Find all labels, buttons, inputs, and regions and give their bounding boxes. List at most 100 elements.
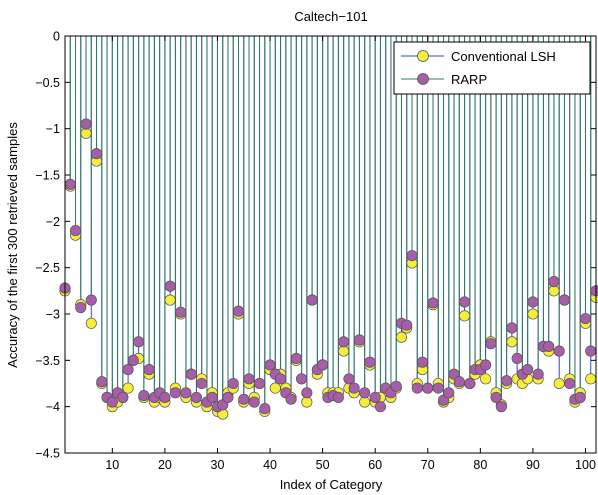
stems-rarp bbox=[64, 36, 597, 409]
point-rarp bbox=[169, 387, 181, 399]
point-rarp bbox=[416, 356, 429, 368]
point-rarp bbox=[96, 376, 108, 388]
point-rarp bbox=[532, 368, 544, 380]
point-rarp bbox=[443, 387, 455, 399]
point-conventional-lsh bbox=[527, 308, 539, 320]
point-conventional-lsh bbox=[459, 310, 471, 322]
point-rarp bbox=[117, 391, 129, 403]
point-rarp bbox=[422, 382, 434, 394]
x-tick-label: 30 bbox=[211, 458, 225, 472]
point-conventional-lsh bbox=[553, 377, 565, 390]
point-rarp bbox=[259, 402, 271, 415]
point-rarp bbox=[501, 375, 513, 387]
point-rarp bbox=[190, 391, 202, 403]
point-rarp bbox=[106, 396, 118, 408]
point-rarp bbox=[590, 285, 598, 297]
point-rarp bbox=[290, 352, 302, 365]
point-rarp bbox=[511, 352, 523, 365]
y-axis-label: Accuracy of the first 300 retrieved samp… bbox=[5, 122, 20, 368]
point-rarp bbox=[127, 354, 139, 366]
point-rarp bbox=[301, 387, 313, 399]
x-axis: 10 20 30 40 50 60 70 80 90 100 bbox=[105, 36, 596, 472]
point-rarp bbox=[80, 118, 92, 130]
x-tick-label: 40 bbox=[263, 458, 277, 472]
point-conventional-lsh bbox=[85, 317, 97, 329]
point-rarp bbox=[90, 148, 103, 160]
point-rarp bbox=[185, 368, 197, 380]
chart-title: Caltech−101 bbox=[294, 9, 367, 24]
point-rarp bbox=[553, 345, 565, 357]
y-tick-label: −4.5 bbox=[35, 447, 60, 461]
x-tick-label: 90 bbox=[526, 458, 540, 472]
point-rarp bbox=[543, 340, 555, 352]
point-rarp bbox=[159, 391, 171, 403]
point-conventional-lsh bbox=[480, 373, 492, 385]
point-conventional-lsh bbox=[338, 345, 350, 357]
y-tick-label: 0 bbox=[53, 30, 60, 44]
point-rarp bbox=[285, 393, 297, 405]
point-conventional-lsh bbox=[269, 382, 281, 394]
point-rarp bbox=[122, 364, 134, 376]
point-rarp bbox=[180, 387, 192, 399]
point-rarp bbox=[485, 338, 497, 350]
point-rarp bbox=[453, 376, 465, 388]
point-rarp bbox=[138, 389, 150, 402]
point-conventional-lsh bbox=[506, 336, 518, 348]
point-rarp bbox=[253, 377, 266, 390]
point-rarp bbox=[495, 401, 507, 413]
point-rarp bbox=[264, 359, 276, 371]
x-tick-label: 100 bbox=[575, 458, 596, 472]
x-tick-label: 60 bbox=[368, 458, 382, 472]
y-tick-label: −2.5 bbox=[35, 261, 60, 275]
legend-marker-conventional-lsh bbox=[417, 50, 429, 62]
point-rarp bbox=[490, 391, 502, 403]
point-rarp bbox=[343, 373, 355, 385]
point-rarp bbox=[369, 391, 381, 403]
point-rarp bbox=[248, 396, 260, 408]
point-rarp bbox=[317, 359, 329, 371]
point-rarp bbox=[206, 391, 218, 403]
y-tick-label: −1.5 bbox=[35, 169, 60, 183]
point-rarp bbox=[164, 280, 176, 292]
point-rarp bbox=[175, 306, 187, 318]
point-rarp bbox=[364, 356, 376, 368]
x-tick-label: 70 bbox=[421, 458, 435, 472]
point-rarp bbox=[275, 373, 287, 385]
point-conventional-lsh bbox=[301, 396, 313, 408]
point-rarp bbox=[332, 391, 344, 403]
point-conventional-lsh bbox=[585, 373, 597, 385]
point-rarp bbox=[480, 359, 492, 371]
legend-box bbox=[393, 41, 591, 95]
point-rarp bbox=[338, 336, 350, 348]
point-rarp bbox=[522, 364, 534, 376]
legend-label-rarp: RARP bbox=[451, 72, 487, 87]
point-rarp bbox=[558, 294, 571, 306]
y-tick-label: −0.5 bbox=[35, 76, 60, 90]
point-rarp bbox=[548, 276, 560, 288]
legend-label-conventional-lsh: Conventional LSH bbox=[451, 49, 556, 64]
point-rarp bbox=[196, 377, 208, 390]
point-rarp bbox=[75, 301, 87, 314]
x-tick-label: 10 bbox=[105, 458, 119, 472]
point-conventional-lsh bbox=[122, 382, 134, 394]
point-rarp bbox=[64, 178, 76, 190]
y-tick-label: −1 bbox=[46, 122, 60, 136]
x-tick-label: 50 bbox=[316, 458, 330, 472]
point-rarp bbox=[579, 313, 592, 325]
point-rarp bbox=[574, 391, 586, 403]
point-rarp bbox=[374, 401, 386, 413]
point-rarp bbox=[353, 334, 365, 346]
y-tick-label: −3 bbox=[46, 308, 60, 322]
point-conventional-lsh bbox=[164, 294, 176, 306]
point-conventional-lsh bbox=[359, 396, 371, 408]
point-rarp bbox=[133, 336, 145, 348]
y-tick-label: −3.5 bbox=[35, 354, 60, 368]
point-rarp bbox=[585, 345, 597, 357]
y-tick-label: −4 bbox=[46, 400, 60, 414]
point-rarp bbox=[564, 377, 576, 390]
point-rarp bbox=[459, 296, 471, 308]
point-conventional-lsh bbox=[395, 331, 408, 343]
markers-rarp bbox=[59, 118, 598, 415]
point-rarp bbox=[222, 391, 234, 403]
point-rarp bbox=[306, 294, 318, 306]
